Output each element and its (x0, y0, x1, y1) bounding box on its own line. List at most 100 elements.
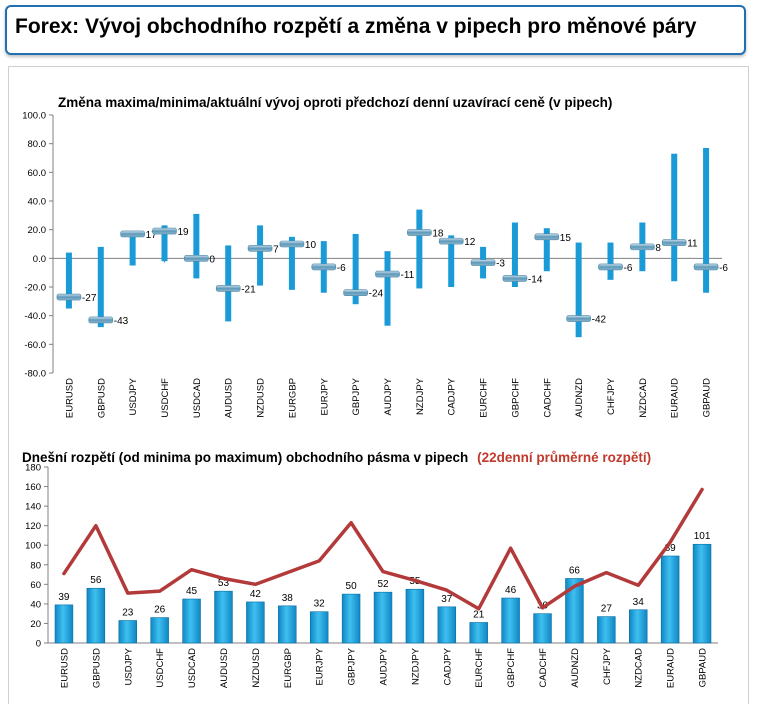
range-bar (533, 613, 552, 644)
chart2-y-tick-label: 40 (30, 599, 41, 610)
chart2-title-main: Dnešní rozpětí (od minima po maximum) ob… (22, 450, 468, 465)
chart1-marks: -27 -43 17 19 0 -21 7 10 -6 -24 -11 18 12 -3 -14 15 -42 -… (56, 147, 728, 338)
chart1-y-tick-label: -20.0 (24, 283, 46, 294)
range-bar (384, 251, 391, 326)
range-bar (54, 604, 74, 644)
current-marker (470, 259, 496, 266)
range-bar (671, 153, 678, 282)
range-bar (565, 578, 584, 644)
current-value-label: -11 (401, 270, 415, 281)
chart1-x-tick-label: EURGBP (287, 378, 298, 418)
chart1-x-tick-label: GBPAUD (702, 378, 713, 418)
current-value-label: -27 (82, 293, 97, 304)
current-value-label: 10 (305, 240, 317, 251)
range-bar (352, 233, 359, 305)
current-marker (215, 285, 241, 292)
range-bar (288, 236, 295, 290)
chart2-x-tick-label: NZDJPY (410, 647, 421, 685)
range-bar (437, 606, 457, 644)
chart2-x-tick-label: NZDUSD (251, 648, 262, 688)
current-value-label: 18 (432, 229, 444, 240)
current-marker (88, 316, 114, 324)
bar-value-label: 46 (505, 585, 517, 596)
current-marker (502, 275, 528, 282)
chart2-x-tick-label: EURUSD (59, 648, 70, 688)
current-marker (56, 293, 82, 301)
range-bar (118, 620, 137, 644)
current-marker (566, 315, 591, 322)
current-value-label: -6 (719, 263, 728, 274)
chart2-x-tick-label: EURCHF (474, 648, 485, 688)
range-bar (660, 555, 680, 644)
chart1-x-tick-label: NZDCAD (638, 378, 649, 418)
bar-value-label: 27 (601, 604, 613, 615)
bar-value-label: 52 (377, 579, 389, 590)
bar-value-label: 38 (282, 593, 294, 604)
bar-value-label: 53 (218, 578, 230, 589)
bar-value-label: 32 (314, 599, 326, 610)
chart1-y-tick-label: 0.0 (33, 254, 46, 265)
current-marker (407, 229, 432, 236)
current-marker (438, 237, 464, 245)
range-bar (86, 587, 106, 644)
chart2-y-tick-label: 100 (25, 541, 41, 552)
chart1-title: Změna maxima/minima/aktuální vývoj oprot… (58, 95, 612, 110)
bar-value-label: 23 (122, 608, 134, 619)
chart2-axes: 0 20 40 60 80 100 120 140 160 180 EURUSD GBPUSD USDJ… (25, 463, 718, 688)
chart1-x-tick-label: EURJPY (319, 377, 330, 415)
current-marker (311, 263, 337, 271)
chart1-y-tick-label: 20.0 (28, 225, 47, 236)
bar-value-label: 21 (473, 609, 485, 620)
chart2-x-tick-label: AUDNZD (570, 648, 581, 688)
range-bar (65, 252, 72, 309)
current-marker (693, 263, 719, 271)
chart1-x-tick-label: AUDUSD (224, 378, 235, 418)
chart2-x-tick-label: USDCAD (187, 648, 198, 688)
chart2-title: Dnešní rozpětí (od minima po maximum) ob… (22, 450, 651, 465)
current-value-label: 12 (464, 237, 476, 248)
chart1-x-tick-label: EURUSD (64, 378, 75, 418)
bar-value-label: 56 (90, 575, 102, 586)
current-value-label: -6 (337, 263, 346, 274)
chart2-y-tick-label: 180 (25, 463, 41, 474)
bar-value-label: 26 (154, 605, 166, 616)
current-marker (343, 289, 368, 297)
chart2-x-tick-label: EURGBP (283, 648, 294, 688)
bar-value-label: 50 (346, 581, 358, 592)
range-bar (543, 228, 550, 272)
chart1-x-tick-label: EURAUD (670, 378, 681, 418)
range-bar (692, 543, 712, 644)
chart1-y-tick-label: -80.0 (24, 369, 46, 380)
chart1-x-tick-label: GBPJPY (351, 377, 362, 415)
current-value-label: 8 (655, 243, 661, 254)
range-bar (278, 605, 297, 644)
bar-value-label: 39 (58, 592, 70, 603)
chart2-y-tick-label: 160 (25, 482, 41, 493)
bar-value-label: 34 (633, 597, 645, 608)
chart1-y-tick-label: 60.0 (28, 168, 47, 179)
chart1-x-tick-label: USDJPY (128, 377, 139, 415)
chart2-y-tick-label: 20 (30, 619, 41, 630)
chart2-x-tick-label: GBPJPY (347, 647, 358, 685)
bar-value-label: 42 (250, 589, 262, 600)
chart2-x-tick-label: USDJPY (123, 647, 134, 685)
bar-value-label: 37 (441, 594, 453, 605)
current-value-label: -14 (528, 274, 543, 285)
range-bar (225, 245, 232, 322)
range-bar (416, 209, 423, 289)
chart2-y-tick-label: 120 (25, 521, 41, 532)
current-value-label: 11 (687, 239, 698, 250)
current-value-label: 7 (273, 244, 279, 255)
current-marker (279, 240, 305, 248)
chart2-x-tick-label: GBPCHF (506, 648, 517, 688)
current-value-label: -24 (369, 289, 384, 300)
range-bar (193, 213, 200, 279)
current-value-label: -43 (114, 316, 129, 327)
page-title: Forex: Vývoj obchodního rozpětí a změna … (15, 15, 697, 38)
current-marker (630, 243, 655, 251)
chart1-x-tick-label: USDCHF (160, 378, 171, 418)
chart1-x-tick-label: CHFJPY (606, 377, 617, 415)
chart1-x-tick-label: CADJPY (447, 377, 458, 415)
